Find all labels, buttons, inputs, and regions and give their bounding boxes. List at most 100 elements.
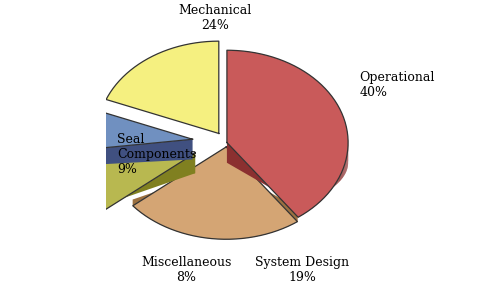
Polygon shape [141,203,142,213]
Polygon shape [306,201,308,213]
Polygon shape [106,41,219,133]
Polygon shape [157,209,158,223]
Polygon shape [195,216,196,236]
Polygon shape [276,213,278,231]
Polygon shape [213,218,214,239]
Polygon shape [144,205,146,216]
Polygon shape [135,201,136,209]
Polygon shape [180,214,181,233]
Polygon shape [250,217,252,237]
Polygon shape [304,201,306,213]
Polygon shape [156,208,157,223]
Polygon shape [72,139,192,166]
Polygon shape [231,218,232,239]
Polygon shape [292,209,294,224]
Polygon shape [184,215,186,234]
Polygon shape [246,217,247,238]
Polygon shape [166,211,168,228]
Polygon shape [191,216,192,235]
Polygon shape [202,217,203,238]
Polygon shape [286,211,287,227]
Polygon shape [151,207,152,220]
Polygon shape [238,218,240,239]
Polygon shape [210,218,212,239]
Text: Miscellaneous
8%: Miscellaneous 8% [142,255,232,283]
Polygon shape [270,214,272,233]
Polygon shape [170,212,171,229]
Polygon shape [298,203,300,217]
Polygon shape [140,203,141,213]
Polygon shape [168,212,170,229]
Polygon shape [314,198,315,207]
Polygon shape [309,199,310,210]
Polygon shape [230,218,231,239]
Polygon shape [222,218,224,239]
Polygon shape [182,214,183,233]
Polygon shape [208,217,209,238]
Polygon shape [328,190,329,194]
Polygon shape [189,216,190,235]
Polygon shape [244,217,246,238]
Polygon shape [326,191,328,195]
Polygon shape [194,216,195,236]
Polygon shape [138,202,140,211]
Polygon shape [340,173,342,180]
Polygon shape [148,206,150,218]
Polygon shape [248,217,250,238]
Polygon shape [316,196,318,205]
Polygon shape [290,210,292,225]
Polygon shape [247,217,248,238]
Polygon shape [207,217,208,238]
Polygon shape [159,209,160,224]
Polygon shape [219,218,220,239]
Polygon shape [260,216,262,235]
Polygon shape [267,215,268,234]
Polygon shape [296,208,298,222]
Polygon shape [152,207,153,220]
Polygon shape [218,218,219,239]
Polygon shape [236,218,238,239]
Polygon shape [203,217,204,238]
Polygon shape [196,216,197,237]
Polygon shape [153,208,154,221]
Polygon shape [102,153,195,212]
Polygon shape [137,201,138,210]
Polygon shape [174,213,175,231]
Polygon shape [200,217,202,237]
Polygon shape [171,212,172,230]
Polygon shape [173,213,174,230]
Text: System Design
19%: System Design 19% [255,255,349,283]
Polygon shape [155,208,156,222]
Polygon shape [278,213,280,230]
Polygon shape [75,153,195,180]
Polygon shape [315,197,316,206]
Polygon shape [242,217,244,238]
Polygon shape [332,187,333,188]
Polygon shape [204,217,206,238]
Polygon shape [319,195,320,203]
Polygon shape [175,213,176,231]
Polygon shape [235,218,236,239]
Polygon shape [172,213,173,230]
Polygon shape [322,194,323,200]
Polygon shape [333,186,334,187]
Polygon shape [214,218,216,239]
Polygon shape [158,209,159,224]
Polygon shape [339,176,340,182]
Polygon shape [142,204,143,214]
Polygon shape [287,211,288,227]
Text: Operational
40%: Operational 40% [360,71,435,99]
Polygon shape [227,50,348,217]
Polygon shape [334,184,335,186]
Polygon shape [310,199,312,209]
Polygon shape [154,208,155,222]
Polygon shape [284,211,285,228]
Polygon shape [176,213,178,231]
Polygon shape [324,192,326,198]
Polygon shape [192,216,194,236]
Polygon shape [72,105,192,151]
Polygon shape [136,201,137,209]
Polygon shape [259,216,260,236]
Polygon shape [308,200,309,211]
Polygon shape [198,217,200,237]
